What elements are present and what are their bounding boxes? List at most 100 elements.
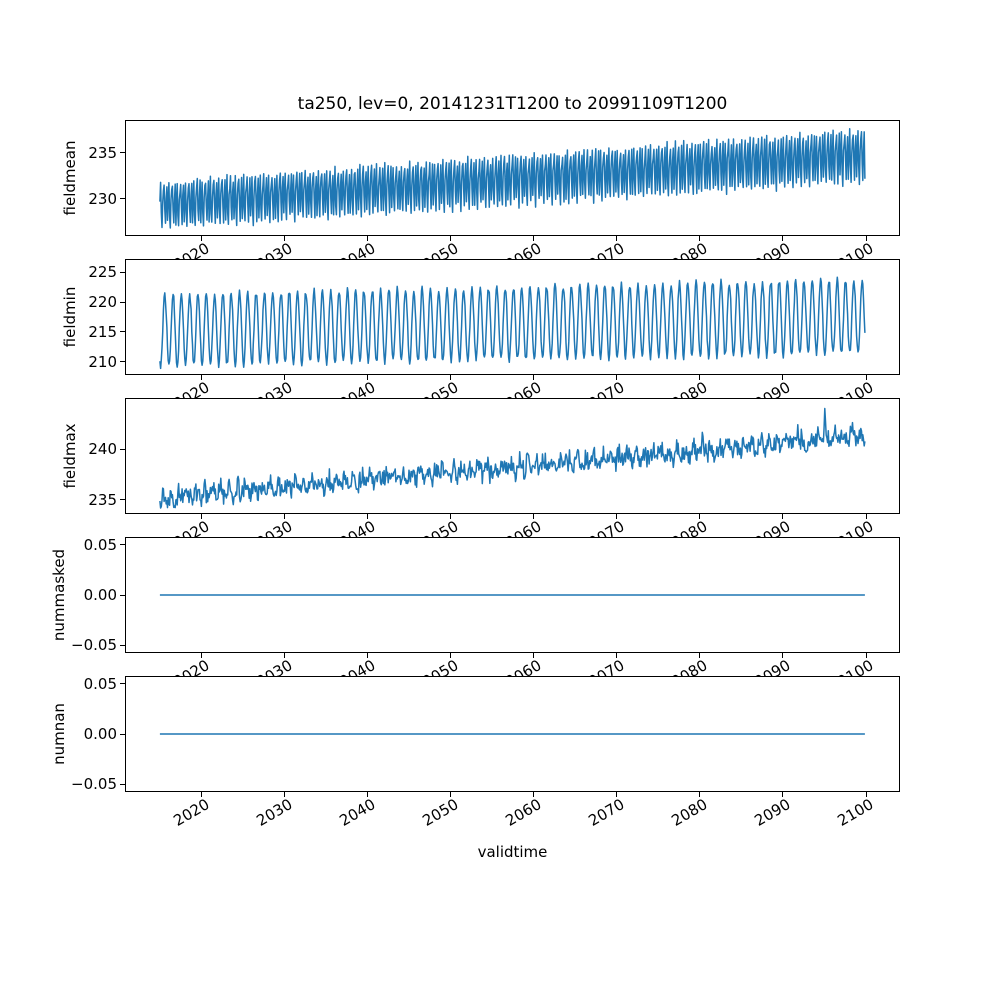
y-axis-label-fieldmin: fieldmin: [61, 286, 79, 348]
y-tick-label: 225: [88, 263, 117, 282]
x-tick: [533, 375, 535, 380]
x-tick: [616, 236, 618, 241]
x-tick: [782, 514, 784, 519]
x-tick: [782, 792, 784, 797]
x-tick-label: 2090: [751, 795, 794, 830]
y-tick-label: 235: [88, 143, 117, 162]
x-tick-label: 2060: [502, 795, 545, 830]
x-tick-label: 2020: [170, 795, 213, 830]
y-tick: [120, 361, 125, 363]
x-tick: [450, 653, 452, 658]
y-tick-label: 230: [88, 189, 117, 208]
x-tick: [865, 375, 867, 380]
x-tick: [201, 792, 203, 797]
subplot-fieldmin: 210 215 220 225 2020 2030 2040 2050 2060 2070 2080…: [61, 259, 900, 413]
x-tick-label: 2070: [585, 795, 628, 830]
x-tick: [284, 375, 286, 380]
y-tick-label: 0.05: [83, 535, 117, 554]
x-tick: [699, 514, 701, 519]
x-tick: [533, 514, 535, 519]
x-tick: [284, 653, 286, 658]
x-tick: [367, 375, 369, 380]
y-tick: [120, 683, 125, 685]
x-tick: [616, 514, 618, 519]
x-tick: [450, 792, 452, 797]
x-tick: [367, 514, 369, 519]
x-tick-label: 2100: [834, 795, 877, 830]
subplot-fieldmean: 230 235 2020 2030 2040 2050 2060 2070 2080 2090 21…: [61, 120, 900, 274]
x-tick-label: 2040: [336, 795, 379, 830]
y-tick-label: 240: [88, 440, 117, 459]
x-tick: [201, 514, 203, 519]
subplot-numnan: 0.05 0.00 −0.05 2020 2030 2040 2050 2060 2070 208…: [50, 675, 900, 830]
x-tick-label: 2050: [419, 795, 462, 830]
y-tick: [120, 644, 125, 646]
x-tick: [699, 375, 701, 380]
x-tick: [699, 653, 701, 658]
x-tick: [367, 792, 369, 797]
subplot-nummasked: 0.05 0.00 −0.05 2020 2030 2040 2050 2060 2070 208…: [50, 536, 900, 691]
plot-area-fieldmax: [159, 407, 866, 509]
x-tick: [699, 792, 701, 797]
y-axis-label-fieldmax: fieldmax: [61, 423, 79, 489]
x-tick: [865, 792, 867, 797]
y-tick: [120, 733, 125, 735]
y-tick: [120, 544, 125, 546]
plot-area-nummasked: [159, 594, 865, 596]
x-tick: [201, 236, 203, 241]
y-tick: [120, 301, 125, 303]
x-tick-label: 2030: [253, 795, 296, 830]
y-tick: [120, 448, 125, 450]
y-tick: [120, 594, 125, 596]
x-tick: [533, 236, 535, 241]
x-tick: [616, 792, 618, 797]
x-tick: [533, 792, 535, 797]
x-tick: [616, 375, 618, 380]
x-tick-label: 2080: [668, 795, 711, 830]
y-tick: [120, 499, 125, 501]
x-tick: [284, 792, 286, 797]
y-tick: [120, 271, 125, 273]
x-tick: [616, 653, 618, 658]
x-tick: [284, 236, 286, 241]
y-tick-label: −0.05: [71, 636, 117, 655]
y-tick-label: 0.00: [83, 586, 117, 604]
y-axis-label-numnan: numnan: [50, 703, 68, 765]
x-tick: [367, 653, 369, 658]
plot-area-fieldmean: [159, 128, 866, 229]
y-axis-label-fieldmean: fieldmean: [61, 140, 79, 216]
y-tick-label: 0.00: [83, 725, 117, 743]
x-tick: [865, 653, 867, 658]
x-axis-label: validtime: [477, 843, 548, 861]
x-tick: [450, 236, 452, 241]
plot-area-fieldmin: [159, 276, 866, 370]
y-tick-label: 210: [88, 352, 117, 371]
x-tick: [533, 653, 535, 658]
y-tick: [120, 198, 125, 200]
x-tick: [699, 236, 701, 241]
subplot-fieldmax: 235 240 2020 2030 2040 2050 2060 2070 2080 2090 21…: [61, 398, 900, 552]
x-tick: [782, 653, 784, 658]
y-axis-label-nummasked: nummasked: [50, 548, 68, 642]
x-tick: [201, 653, 203, 658]
x-tick: [865, 514, 867, 519]
fieldmax-line: [159, 407, 866, 509]
x-tick: [450, 375, 452, 380]
x-tick: [367, 236, 369, 241]
y-tick-label: −0.05: [71, 775, 117, 794]
x-tick: [782, 236, 784, 241]
x-tick: [782, 375, 784, 380]
x-tick: [865, 236, 867, 241]
plot-area-numnan: [159, 733, 865, 735]
axes-fieldmax: [125, 398, 900, 514]
fieldmean-line: [159, 128, 866, 229]
x-tick: [284, 514, 286, 519]
y-tick-label: 0.05: [83, 674, 117, 693]
y-tick: [120, 331, 125, 333]
y-tick-label: 220: [88, 293, 117, 312]
x-tick: [201, 375, 203, 380]
x-tick: [450, 514, 452, 519]
fieldmin-line: [159, 276, 866, 370]
y-tick-label: 215: [88, 322, 117, 341]
